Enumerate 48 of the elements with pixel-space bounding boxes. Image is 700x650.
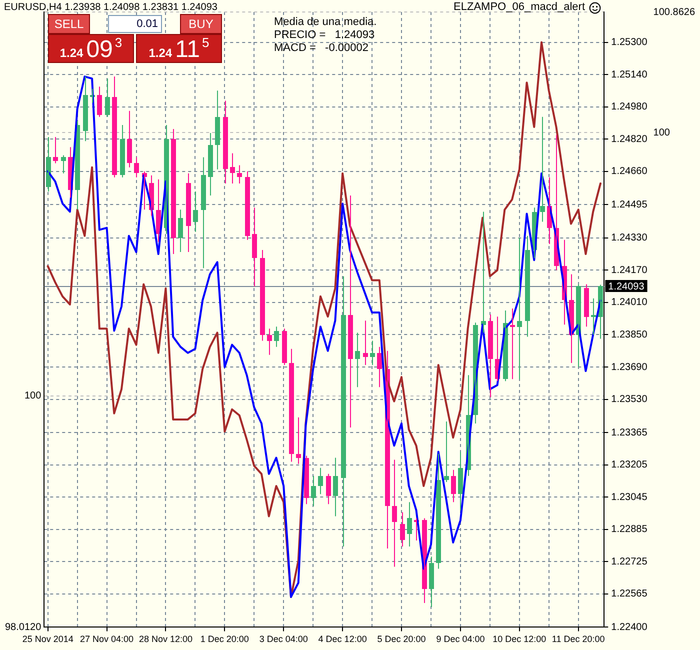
y-tick-label: 1.24330 (611, 232, 648, 244)
annotation: BUY (188, 17, 214, 31)
x-tick-label: 28 Nov 12:00 (138, 634, 192, 644)
annotation: 0.01 (136, 18, 158, 30)
annotation: MACD = -0.00002 (274, 42, 368, 55)
y-tick-label: 1.24495 (611, 199, 648, 210)
y-tick-label: 1.23205 (611, 460, 648, 471)
y-tick-label: 1.24010 (611, 297, 648, 308)
x-tick-label: 1 Dec 20:00 (200, 634, 249, 644)
y-tick-label: 1.23045 (611, 492, 648, 503)
x-tick-label: 25 Nov 2014 (22, 634, 74, 644)
x-tick-label: 27 Nov 04:00 (80, 634, 134, 644)
x-tick-label: 9 Dec 04:00 (436, 634, 485, 644)
annotation: SELL (54, 17, 84, 31)
y-tick-label: 1.23850 (611, 329, 648, 340)
y-tick-label: 1.24820 (611, 134, 648, 145)
annotation: 1.24 (60, 46, 84, 60)
y3-tick-label: 98.0120 (4, 622, 42, 633)
y-tick-label: 1.24660 (611, 166, 648, 178)
y-tick-label: 1.22400 (611, 622, 648, 633)
y2-tick-label: 100 (653, 127, 670, 138)
annotation: ELZAMPO_06_macd_alert (454, 1, 585, 14)
y-tick-label: 1.24170 (611, 264, 648, 276)
annotation: 11 (175, 36, 200, 63)
x-tick-label: 3 Dec 04:00 (259, 634, 308, 644)
y-tick-label: 1.24980 (611, 102, 648, 113)
y-tick-label: 1.25140 (611, 69, 648, 80)
annotation: 09 (86, 36, 113, 63)
y3-tick-label: 100 (24, 390, 42, 402)
y2-tick-label: 100.8626 (653, 6, 696, 18)
annotation: 3 (114, 35, 122, 50)
y-tick-label: 1.22725 (611, 556, 648, 568)
y-tick-label: 1.23690 (611, 362, 648, 373)
annotation: Media de una media. (274, 16, 377, 29)
y-tick-label: 1.23530 (611, 394, 648, 406)
annotation: 1.24 (148, 46, 172, 60)
x-tick-label: 5 Dec 20:00 (377, 634, 426, 644)
annotation: 5 (202, 35, 210, 50)
y-tick-label: 1.22565 (611, 588, 648, 600)
y-tick-label: 1.25300 (611, 37, 648, 48)
annotation: PRECIO = 1.24093 (274, 29, 375, 42)
y-tick-label: 1.22885 (611, 524, 648, 536)
x-tick-label: 10 Dec 12:00 (492, 634, 546, 644)
ref-line-label: 1.24093 (608, 281, 645, 292)
x-tick-label: 4 Dec 12:00 (318, 634, 367, 644)
y-tick-label: 1.23365 (611, 427, 648, 438)
chart-title: EURUSD,H4 1.23938 1.24098 1.23831 1.24093 (4, 1, 218, 14)
x-tick-label: 11 Dec 20:00 (552, 634, 605, 644)
